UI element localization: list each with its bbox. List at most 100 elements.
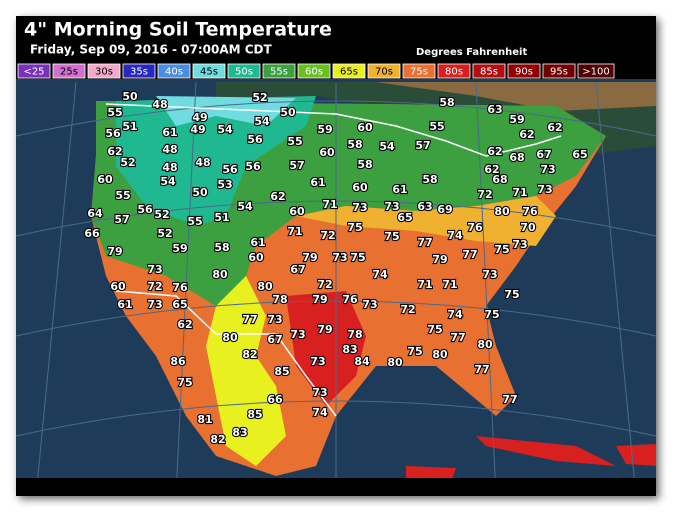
reading: 80 xyxy=(387,356,403,369)
reading: 65 xyxy=(572,148,587,161)
reading: 72 xyxy=(317,278,332,291)
reading: 49 xyxy=(192,111,207,124)
legend: <25 25s 30s 35s 40s 45s 50s 55s 60s 65s 70s 75s 80s 8… xyxy=(17,63,615,79)
legend-swatch xyxy=(507,63,541,79)
reading: 85 xyxy=(247,408,262,421)
reading: 54 xyxy=(160,175,176,188)
legend-label: 25s xyxy=(60,67,78,78)
reading: 75 xyxy=(177,376,192,389)
reading: 73 xyxy=(384,200,399,213)
reading: 73 xyxy=(537,183,552,196)
legend-label: 95s xyxy=(550,67,568,78)
reading: 60 xyxy=(248,251,264,264)
reading: 84 xyxy=(354,355,370,368)
cuba xyxy=(476,436,616,466)
reading: 73 xyxy=(540,163,555,176)
units: Degrees Fahrenheit xyxy=(416,47,527,58)
reading: 51 xyxy=(214,211,229,224)
reading: 82 xyxy=(242,348,257,361)
reading: 66 xyxy=(267,393,283,406)
reading: 75 xyxy=(427,323,442,336)
reading: 62 xyxy=(107,145,122,158)
reading: 49 xyxy=(190,123,205,136)
reading: 72 xyxy=(147,280,162,293)
reading: 58 xyxy=(347,138,362,151)
legend-label: 40s xyxy=(165,67,183,78)
reading: 50 xyxy=(122,90,138,103)
reading: 86 xyxy=(170,355,186,368)
reading: 52 xyxy=(154,208,169,221)
reading: 62 xyxy=(519,128,534,141)
reading: 78 xyxy=(347,328,362,341)
reading: 60 xyxy=(289,205,305,218)
legend-label: 90s xyxy=(515,67,533,78)
legend-swatch xyxy=(157,63,191,79)
reading: 56 xyxy=(105,127,121,140)
reading: 57 xyxy=(289,159,304,172)
reading: 59 xyxy=(317,123,332,136)
reading: 73 xyxy=(362,298,377,311)
canada-north xyxy=(376,82,656,111)
reading: 75 xyxy=(494,243,509,256)
legend-swatch xyxy=(472,63,506,79)
subtitle: Friday, Sep 09, 2016 - 07:00AM CDT xyxy=(30,43,272,57)
reading: 80 xyxy=(432,348,448,361)
reading: 73 xyxy=(267,313,282,326)
reading: 83 xyxy=(342,343,357,356)
reading: 53 xyxy=(217,178,232,191)
reading: 74 xyxy=(447,229,463,242)
reading: 72 xyxy=(320,229,335,242)
reading: 56 xyxy=(137,203,153,216)
legend-label: >100 xyxy=(582,67,609,78)
reading: 73 xyxy=(290,328,305,341)
reading: 79 xyxy=(312,293,327,306)
reading: 57 xyxy=(415,139,430,152)
reading: 73 xyxy=(310,355,325,368)
borders xyxy=(105,103,562,417)
reading: 48 xyxy=(195,156,210,169)
legend-label: 30s xyxy=(95,67,113,78)
reading: 77 xyxy=(242,313,257,326)
reading: 73 xyxy=(512,238,527,251)
reading: 79 xyxy=(302,251,317,264)
map-frame: 50 48 52 55 51 61 49 49 54 54 50 56 62 52 48 48 54 48 56 56… xyxy=(15,16,657,497)
reading: 64 xyxy=(87,207,103,220)
reading: 80 xyxy=(494,205,510,218)
reading: 55 xyxy=(187,215,202,228)
reading: 77 xyxy=(417,236,432,249)
legend-label: 55s xyxy=(270,67,288,78)
reading: 71 xyxy=(322,198,337,211)
legend-swatch xyxy=(227,63,261,79)
land-70s xyxy=(296,196,556,246)
reading: 62 xyxy=(177,318,192,331)
reading: 48 xyxy=(152,98,167,111)
reading: 56 xyxy=(245,160,261,173)
reading: 54 xyxy=(254,115,270,128)
legend-swatch xyxy=(52,63,86,79)
reading: 71 xyxy=(512,186,527,199)
reading: 76 xyxy=(467,221,483,234)
reading: 75 xyxy=(407,345,422,358)
reading: 75 xyxy=(350,251,365,264)
reading: 52 xyxy=(157,227,172,240)
graticule xyxy=(15,81,657,497)
reading: 55 xyxy=(107,106,122,119)
legend-swatch xyxy=(367,63,401,79)
reading: 55 xyxy=(429,120,444,133)
legend-label: 75s xyxy=(410,67,428,78)
reading: 48 xyxy=(162,143,177,156)
reading: 60 xyxy=(357,121,373,134)
reading: 61 xyxy=(117,298,132,311)
land-65s xyxy=(206,276,286,466)
legend-label: 85s xyxy=(480,67,498,78)
legend-swatch xyxy=(122,63,156,79)
reading: 52 xyxy=(252,91,267,104)
reading: 75 xyxy=(347,221,362,234)
reading: 81 xyxy=(197,413,212,426)
reading: 71 xyxy=(417,278,432,291)
reading: 70 xyxy=(520,221,536,234)
reading: 68 xyxy=(492,173,507,186)
legend-label: 60s xyxy=(305,67,323,78)
reading: 71 xyxy=(287,225,302,238)
